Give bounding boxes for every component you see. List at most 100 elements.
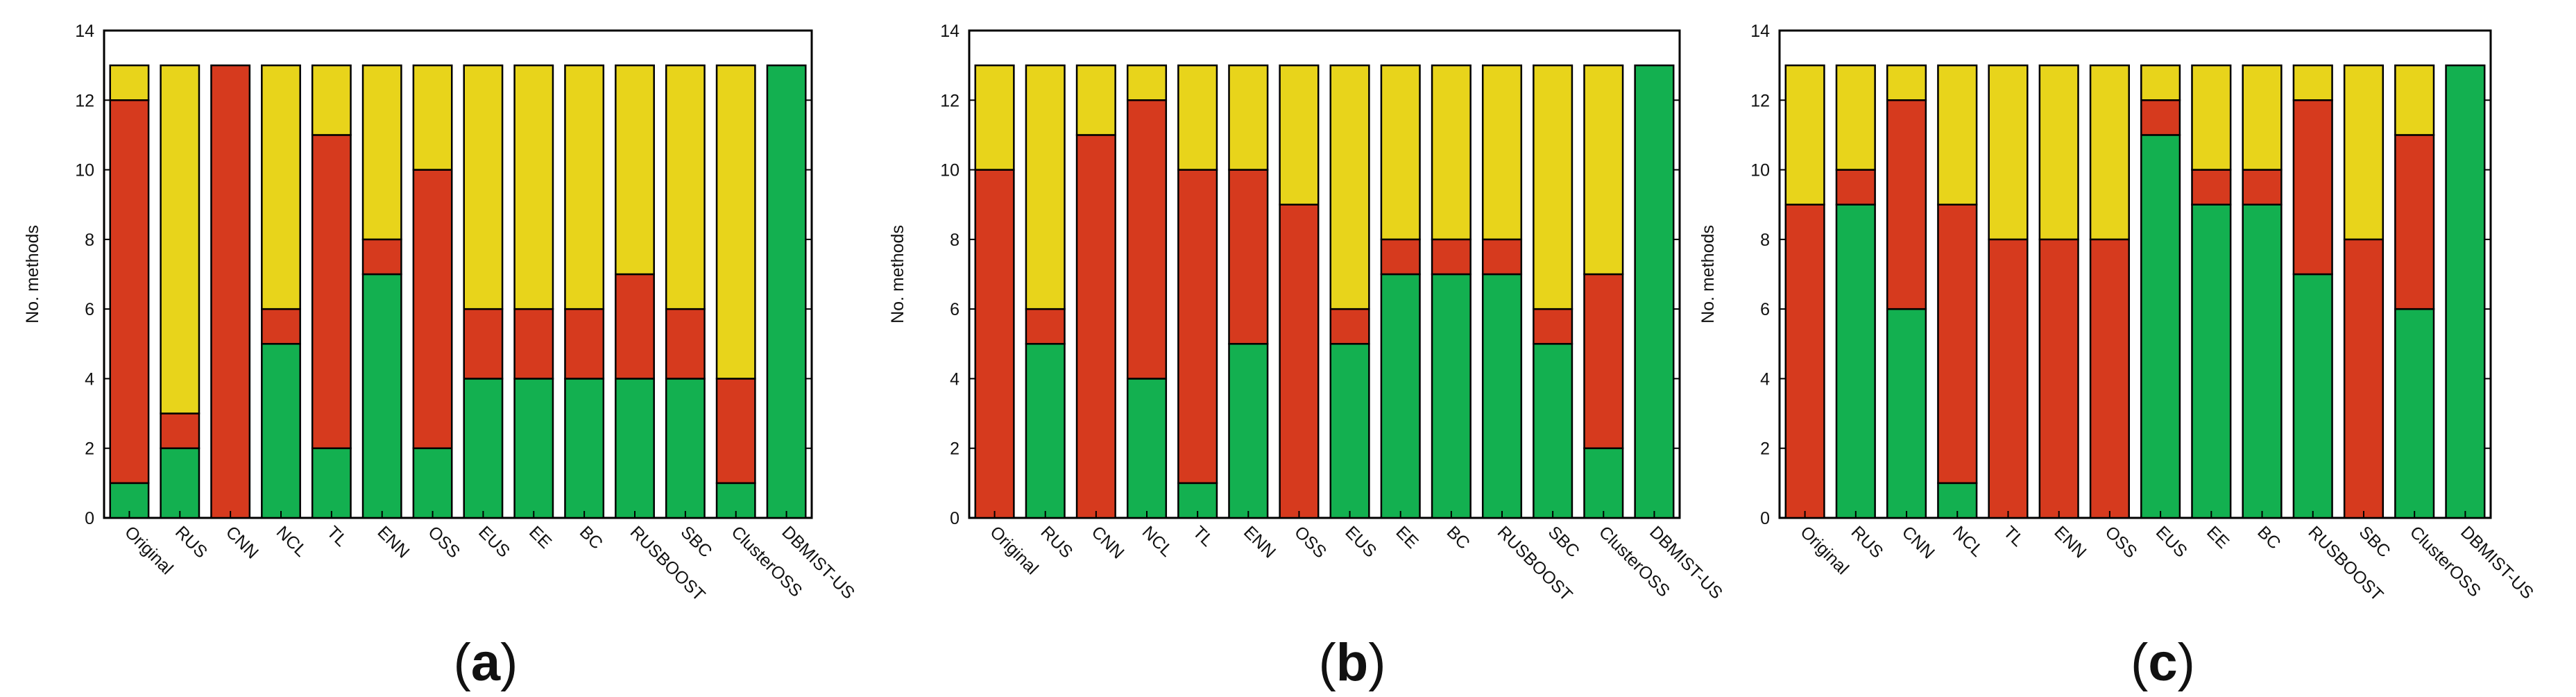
bar-segment-yellow-ncl bbox=[1126, 64, 1168, 101]
y-axis-title: No. methods bbox=[23, 225, 42, 324]
y-tick-label: 14 bbox=[940, 22, 959, 41]
bar-segment-yellow-bc bbox=[2242, 64, 2283, 171]
bar-segment-yellow-original bbox=[109, 64, 150, 101]
bar-segment-yellow-sbc bbox=[665, 64, 706, 310]
x-category-label: BC bbox=[1443, 522, 1474, 553]
bar-segment-yellow-clusteross bbox=[715, 64, 756, 380]
x-category-label: BC bbox=[576, 522, 606, 553]
bar-segment-green-enn bbox=[361, 273, 402, 519]
x-category-label: EE bbox=[525, 522, 555, 552]
x-category-label: TL bbox=[1189, 522, 1217, 550]
x-category-label: CNN bbox=[1898, 522, 1938, 562]
caption-open-paren: ( bbox=[454, 633, 471, 692]
x-category-label: OSS bbox=[1290, 522, 1330, 562]
x-category-label: ENN bbox=[1240, 522, 1279, 562]
y-tick-label: 0 bbox=[85, 509, 94, 528]
bar-segment-yellow-enn bbox=[1228, 64, 1269, 171]
y-tick-label: 14 bbox=[1750, 22, 1770, 41]
bar-segment-yellow-tl bbox=[311, 64, 352, 136]
bar-segment-red-cnn bbox=[1075, 134, 1116, 519]
panel-caption: (c) bbox=[2131, 633, 2195, 692]
x-category-label: RUS bbox=[1037, 522, 1076, 562]
bar-segment-red-enn bbox=[361, 238, 402, 276]
bar-segment-red-original bbox=[1784, 203, 1825, 519]
x-category-label: CNN bbox=[222, 522, 262, 562]
panel-caption: (b) bbox=[1318, 633, 1385, 692]
x-category-label: SBC bbox=[1544, 522, 1583, 561]
y-tick-label: 2 bbox=[85, 439, 94, 459]
x-category-label: Original bbox=[986, 522, 1042, 578]
y-tick-label: 8 bbox=[950, 230, 959, 250]
bar-segment-red-rusboost bbox=[1481, 238, 1523, 276]
bar-segment-green-oss bbox=[412, 447, 453, 519]
y-tick-label: 12 bbox=[1750, 91, 1770, 110]
y-tick-label: 6 bbox=[950, 300, 959, 319]
bar-segment-red-rus bbox=[160, 412, 201, 449]
bar-segment-green-dbmist-us bbox=[2445, 64, 2486, 519]
bar-segment-yellow-eus bbox=[1329, 64, 1370, 310]
y-tick-label: 8 bbox=[85, 230, 94, 250]
y-tick-label: 10 bbox=[1750, 161, 1770, 180]
bar-segment-red-ee bbox=[513, 308, 554, 380]
bar-segment-red-sbc bbox=[1533, 308, 1573, 345]
bar-segment-red-sbc bbox=[665, 308, 706, 380]
bar-segment-yellow-tl bbox=[1988, 64, 2029, 241]
y-tick-label: 6 bbox=[85, 300, 94, 319]
y-tick-label: 6 bbox=[1760, 300, 1770, 319]
bar-segment-yellow-ee bbox=[1380, 64, 1421, 241]
bar-segment-green-clusteross bbox=[1583, 447, 1624, 519]
x-category-label: TL bbox=[1999, 522, 2027, 550]
bar-segment-red-ee bbox=[2191, 169, 2232, 205]
bar-segment-red-tl bbox=[311, 134, 352, 449]
bar-segment-red-bc bbox=[2242, 169, 2283, 205]
caption-letter: c bbox=[2148, 633, 2177, 692]
y-tick-label: 4 bbox=[85, 369, 94, 389]
bar-segment-green-eus bbox=[1329, 343, 1370, 519]
bar-segment-yellow-enn bbox=[2038, 64, 2079, 241]
bar-segment-green-cnn bbox=[1886, 308, 1927, 519]
caption-close-paren: ) bbox=[2178, 633, 2195, 692]
bar-segment-red-rus bbox=[1025, 308, 1066, 345]
bar-segment-green-bc bbox=[1431, 273, 1472, 519]
bar-segment-red-original bbox=[974, 169, 1015, 519]
x-category-label: ENN bbox=[2050, 522, 2090, 562]
bar-segment-yellow-clusteross bbox=[2394, 64, 2435, 136]
bar-segment-yellow-sbc bbox=[1533, 64, 1573, 310]
bar-segment-green-ncl bbox=[1126, 378, 1168, 519]
x-category-label: OSS bbox=[2101, 522, 2141, 562]
y-axis-title: No. methods bbox=[888, 225, 907, 324]
caption-close-paren: ) bbox=[500, 633, 518, 692]
bar-segment-red-eus bbox=[463, 308, 504, 380]
bar-segment-green-rusboost bbox=[1481, 273, 1523, 519]
bar-segment-yellow-eus bbox=[2140, 64, 2181, 101]
y-tick-label: 2 bbox=[1760, 439, 1770, 459]
caption-close-paren: ) bbox=[1368, 633, 1385, 692]
bar-segment-yellow-cnn bbox=[1886, 64, 1927, 101]
x-category-label: NCL bbox=[1138, 522, 1177, 560]
panel-caption: (a) bbox=[454, 633, 518, 692]
x-category-label: EUS bbox=[2152, 522, 2191, 561]
plot-frame bbox=[1778, 29, 2492, 519]
x-category-label: EUS bbox=[475, 522, 513, 561]
bar-segment-green-bc bbox=[564, 378, 605, 519]
plot-frame bbox=[103, 29, 813, 519]
bar-segment-red-enn bbox=[1228, 169, 1269, 345]
caption-open-paren: ( bbox=[2131, 633, 2148, 692]
bar-segment-red-rusboost bbox=[615, 273, 655, 380]
bar-segment-green-ncl bbox=[261, 343, 301, 519]
x-category-label: BC bbox=[2253, 522, 2284, 553]
bar-segment-yellow-oss bbox=[2089, 64, 2130, 241]
bar-segment-red-ncl bbox=[1126, 99, 1168, 380]
x-category-label: SBC bbox=[677, 522, 716, 561]
caption-letter: b bbox=[1336, 633, 1368, 692]
bar-segment-red-enn bbox=[2038, 238, 2079, 519]
bar-segment-green-tl bbox=[311, 447, 352, 519]
y-tick-label: 0 bbox=[1760, 509, 1770, 528]
bar-segment-yellow-cnn bbox=[1075, 64, 1116, 136]
bar-segment-red-clusteross bbox=[715, 378, 756, 485]
bar-segment-red-oss bbox=[2089, 238, 2130, 519]
bar-segment-green-rus bbox=[1835, 203, 1876, 519]
bar-segment-yellow-bc bbox=[564, 64, 605, 310]
bar-segment-yellow-eus bbox=[463, 64, 504, 310]
caption-letter: a bbox=[471, 633, 501, 692]
